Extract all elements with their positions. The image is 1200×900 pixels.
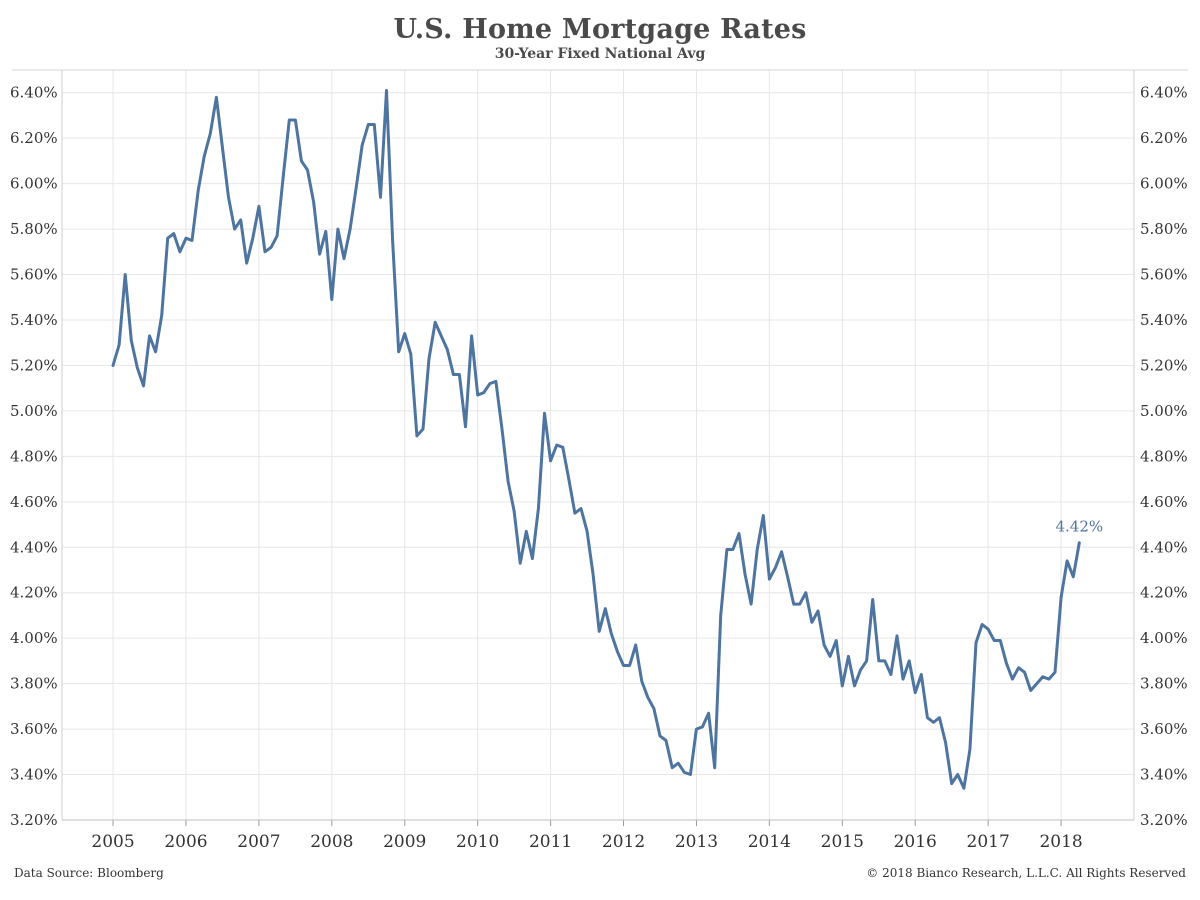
y-tick-label-right: 4.40%	[1140, 538, 1188, 556]
x-tick-label: 2008	[310, 832, 353, 852]
chart-subtitle: 30-Year Fixed National Avg	[494, 46, 706, 62]
tick-labels: 3.20% 3.20% 3.40% 3.40% 3.60% 3.60% 3.80% 3.80%…	[10, 84, 1188, 852]
x-tick-label: 2014	[748, 832, 791, 852]
copyright-note: © 2018 Bianco Research, L.L.C. All Right…	[866, 866, 1186, 880]
y-tick-label-left: 6.40%	[10, 84, 58, 102]
data-source-note: Data Source: Bloomberg	[14, 866, 164, 880]
y-tick-label-right: 5.60%	[1140, 266, 1188, 284]
x-tick-label: 2013	[675, 832, 718, 852]
x-tick-label: 2016	[894, 832, 937, 852]
y-tick-label-right: 5.80%	[1140, 220, 1188, 238]
x-tick-label: 2018	[1039, 832, 1082, 852]
x-tick-label: 2007	[237, 832, 280, 852]
y-tick-label-left: 4.60%	[10, 493, 58, 511]
y-tick-label-left: 3.80%	[10, 675, 58, 693]
y-tick-label-left: 5.20%	[10, 356, 58, 374]
axes	[12, 69, 1188, 826]
y-tick-label-right: 4.60%	[1140, 493, 1188, 511]
y-tick-label-right: 3.20%	[1140, 811, 1188, 829]
y-tick-label-right: 5.40%	[1140, 311, 1188, 329]
x-tick-label: 2015	[821, 832, 864, 852]
y-tick-label-right: 6.00%	[1140, 175, 1188, 193]
y-tick-label-left: 5.40%	[10, 311, 58, 329]
x-tick-label: 2006	[164, 832, 207, 852]
y-tick-label-left: 4.00%	[10, 629, 58, 647]
y-tick-label-left: 3.20%	[10, 811, 58, 829]
series-layer	[111, 89, 1081, 790]
last-value-annotation: 4.42%	[1055, 518, 1103, 536]
y-tick-label-left: 6.20%	[10, 129, 58, 147]
y-tick-label-left: 4.80%	[10, 447, 58, 465]
mortgage-rate-line	[111, 89, 1081, 790]
y-tick-label-left: 6.00%	[10, 175, 58, 193]
y-tick-label-right: 4.80%	[1140, 447, 1188, 465]
y-tick-label-left: 5.60%	[10, 266, 58, 284]
x-tick-label: 2005	[91, 832, 134, 852]
x-tick-label: 2011	[529, 832, 572, 852]
y-tick-label-right: 4.00%	[1140, 629, 1188, 647]
y-tick-label-right: 3.80%	[1140, 675, 1188, 693]
y-tick-label-right: 5.20%	[1140, 356, 1188, 374]
y-tick-label-right: 6.40%	[1140, 84, 1188, 102]
y-tick-label-right: 5.00%	[1140, 402, 1188, 420]
y-tick-label-right: 6.20%	[1140, 129, 1188, 147]
y-tick-label-left: 3.40%	[10, 766, 58, 784]
y-tick-label-right: 3.40%	[1140, 766, 1188, 784]
y-tick-label-left: 3.60%	[10, 720, 58, 738]
y-tick-label-right: 4.20%	[1140, 584, 1188, 602]
y-tick-label-left: 4.20%	[10, 584, 58, 602]
x-tick-label: 2017	[967, 832, 1010, 852]
y-tick-label-left: 5.80%	[10, 220, 58, 238]
y-tick-label-left: 5.00%	[10, 402, 58, 420]
x-tick-label: 2012	[602, 832, 645, 852]
x-tick-label: 2009	[383, 832, 426, 852]
chart-title: U.S. Home Mortgage Rates	[393, 14, 807, 45]
y-tick-label-left: 4.40%	[10, 538, 58, 556]
y-tick-label-right: 3.60%	[1140, 720, 1188, 738]
x-tick-label: 2010	[456, 832, 499, 852]
